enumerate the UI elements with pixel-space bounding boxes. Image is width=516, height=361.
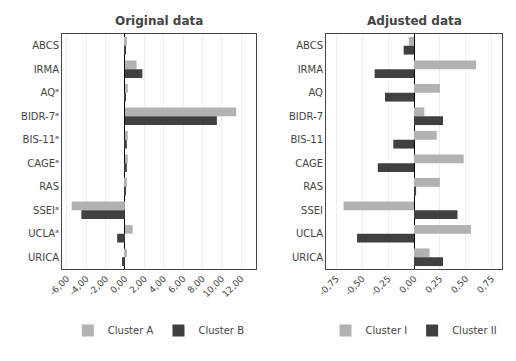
svg-text:-4,00: -4,00 <box>67 274 91 298</box>
svg-text:BIDR-7: BIDR-7 <box>289 111 323 122</box>
svg-text:0,75: 0,75 <box>475 274 496 295</box>
svg-text:Cluster II: Cluster II <box>452 325 497 336</box>
svg-text:0,00: 0,00 <box>108 274 129 295</box>
svg-text:ABCS: ABCS <box>32 40 59 51</box>
svg-text:IRMA: IRMA <box>34 64 60 75</box>
svg-text:RAS: RAS <box>303 181 323 192</box>
svg-text:Original data: Original data <box>115 14 203 28</box>
svg-text:-0,50: -0,50 <box>343 274 367 298</box>
svg-text:UCLA: UCLA <box>296 228 323 239</box>
svg-text:Cluster I: Cluster I <box>366 325 408 336</box>
svg-text:10,00: 10,00 <box>201 274 226 299</box>
svg-text:Cluster B: Cluster B <box>198 325 244 336</box>
svg-text:ABCS: ABCS <box>296 40 323 51</box>
svg-text:BIS-11ᵃ: BIS-11ᵃ <box>23 134 59 145</box>
svg-text:6,00: 6,00 <box>166 274 187 295</box>
svg-text:UCLAᵃ: UCLAᵃ <box>28 228 59 239</box>
svg-text:AQ: AQ <box>308 87 323 98</box>
svg-text:8,00: 8,00 <box>186 274 207 295</box>
svg-text:URICA: URICA <box>292 252 323 263</box>
svg-text:IRMA: IRMA <box>298 64 324 75</box>
svg-text:12,00: 12,00 <box>220 274 245 299</box>
svg-text:CAGE: CAGE <box>295 158 323 169</box>
svg-text:Cluster A: Cluster A <box>108 325 154 336</box>
svg-text:AQᵃ: AQᵃ <box>41 87 60 98</box>
svg-text:2,00: 2,00 <box>128 274 149 295</box>
svg-text:SSEI: SSEI <box>301 205 323 216</box>
svg-text:0,50: 0,50 <box>449 274 470 295</box>
svg-text:4,00: 4,00 <box>147 274 168 295</box>
svg-text:-6,00: -6,00 <box>48 274 72 298</box>
svg-text:CAGEᵃ: CAGEᵃ <box>27 158 59 169</box>
svg-text:-0,75: -0,75 <box>317 274 341 298</box>
svg-text:Adjusted data: Adjusted data <box>367 14 462 28</box>
svg-text:0,25: 0,25 <box>423 274 444 295</box>
svg-text:URICA: URICA <box>28 252 59 263</box>
svg-text:SSEIᵃ: SSEIᵃ <box>33 205 59 216</box>
svg-text:BIS-11: BIS-11 <box>291 134 324 145</box>
svg-text:-2,00: -2,00 <box>87 274 111 298</box>
svg-text:0,00: 0,00 <box>397 274 418 295</box>
svg-text:BIDR-7ᵃ: BIDR-7ᵃ <box>21 111 59 122</box>
svg-text:RAS: RAS <box>39 181 59 192</box>
svg-text:-0,25: -0,25 <box>369 274 393 298</box>
